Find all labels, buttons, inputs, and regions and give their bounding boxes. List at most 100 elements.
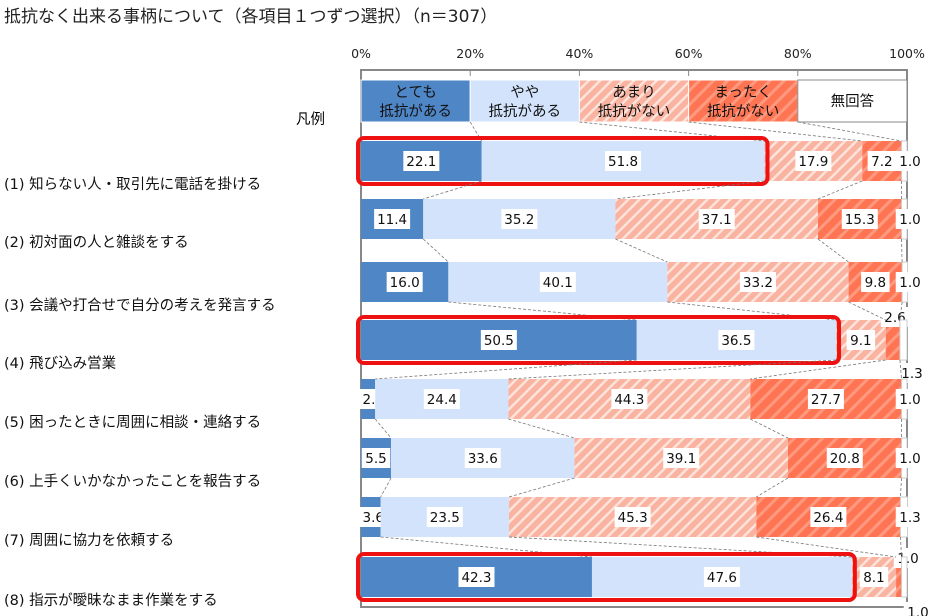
data-label-bg [895, 209, 925, 229]
connector-line [615, 180, 765, 200]
data-label-bg [846, 330, 876, 350]
category-label: (3) 会議や打合せで自分の考えを発言する [4, 298, 276, 314]
data-label: 26.4 [813, 510, 843, 526]
connector-line [688, 121, 863, 142]
connector-line [848, 301, 886, 321]
legend-entry-label: あまり [612, 84, 656, 101]
legend-entry-label: 抵抗がある [379, 103, 452, 120]
data-label: 27.7 [811, 392, 841, 408]
data-label: 45.3 [618, 510, 648, 526]
data-label: 1.0 [899, 392, 920, 408]
data-label-bg [703, 567, 740, 587]
connector-line [900, 477, 902, 498]
data-label-bg [841, 209, 878, 229]
bar-segment [896, 557, 902, 597]
data-label-bg [458, 567, 495, 587]
data-label: 51.8 [608, 154, 638, 170]
chart-title: 抵抗なく出来る事柄について（各項目１つずつ選択）（n＝307） [4, 7, 498, 27]
data-label: 15.3 [845, 212, 875, 228]
data-label: 1.3 [901, 366, 922, 382]
data-label: 1.0 [907, 605, 928, 616]
data-label-bg [861, 272, 890, 292]
data-label: 1.0 [899, 154, 920, 170]
data-label: 36.5 [721, 333, 751, 349]
legend-swatch [688, 79, 799, 123]
data-label: 11.4 [377, 212, 407, 228]
data-label-bg [826, 448, 863, 468]
category-label: (8) 指示が曖昧なまま作業をする [4, 593, 218, 609]
legend-entry-label: 抵抗がある [489, 103, 562, 120]
data-label-bg [895, 507, 925, 527]
data-label: 16.0 [390, 275, 420, 291]
data-label-bg [464, 448, 501, 468]
data-label-bg [663, 448, 700, 468]
data-label-bg [539, 272, 576, 292]
legend-entry-label: とても [394, 84, 436, 101]
data-label-bg [897, 363, 927, 383]
data-label-bg [423, 389, 460, 409]
bar-segment [899, 319, 908, 361]
data-label: 9.8 [865, 275, 886, 291]
x-tick-label: 60% [675, 46, 703, 61]
data-label-bg [386, 272, 423, 292]
connector-line [899, 301, 903, 321]
connector-line [817, 238, 849, 263]
data-label-bg [893, 548, 923, 568]
x-tick-label: 40% [566, 46, 594, 61]
connector-line [817, 180, 863, 200]
connector-line [756, 536, 897, 558]
data-label-bg [810, 507, 847, 527]
category-label: (2) 初対面の人と雑談をする [4, 235, 189, 251]
x-tick-label: 20% [456, 46, 484, 61]
data-label-bg [718, 330, 755, 350]
data-label: 33.6 [468, 451, 498, 467]
legend-entry-label: 抵抗がない [598, 103, 671, 120]
data-label-bg [698, 209, 735, 229]
bar-segment [901, 556, 908, 598]
category-label: (1) 知らない人・取引先に電話を掛ける [4, 177, 262, 193]
data-label-bg [614, 507, 651, 527]
highlight-box [356, 552, 857, 602]
connector-line [899, 359, 902, 380]
data-label-bg [895, 272, 925, 292]
data-label: 37.1 [702, 212, 732, 228]
data-label-bg [867, 151, 897, 171]
data-label: 9.1 [850, 333, 871, 349]
data-label-bg [903, 602, 933, 616]
bar-segment [885, 320, 900, 360]
connector-line [750, 359, 886, 380]
data-label-bg [611, 389, 648, 409]
highlight-box [356, 315, 842, 365]
data-label: 8.1 [863, 570, 884, 586]
data-label: 23.5 [430, 510, 460, 526]
data-label: 3.6 [363, 510, 384, 526]
data-label-bg [605, 151, 642, 171]
legend-label: 凡例 [296, 112, 325, 128]
data-label: 1.3 [899, 510, 920, 526]
connector-line [750, 418, 789, 439]
data-label: 35.2 [504, 212, 534, 228]
legend-swatch [797, 79, 908, 123]
data-label-bg [895, 448, 925, 468]
data-label-bg [895, 389, 925, 409]
data-label: 39.1 [666, 451, 696, 467]
category-label: (6) 上手くいかなかったことを報告する [4, 474, 262, 490]
legend-swatch [578, 79, 690, 123]
data-label: 42.3 [461, 570, 491, 586]
category-label: (4) 飛び込み営業 [4, 356, 117, 372]
legend-swatch [360, 79, 471, 123]
data-label-bg [895, 151, 925, 171]
data-label: 17.9 [798, 154, 828, 170]
data-label-bg [374, 209, 411, 229]
data-label-bg [859, 567, 889, 587]
data-label-bg [426, 507, 463, 527]
connector-line [374, 418, 392, 439]
data-label: 33.2 [743, 275, 773, 291]
data-label: 47.6 [707, 570, 737, 586]
data-label: 24.4 [427, 392, 457, 408]
highlight-box [356, 136, 770, 186]
data-label: 1.0 [899, 212, 920, 228]
data-label-bg [361, 448, 391, 468]
connector-line [900, 536, 902, 558]
